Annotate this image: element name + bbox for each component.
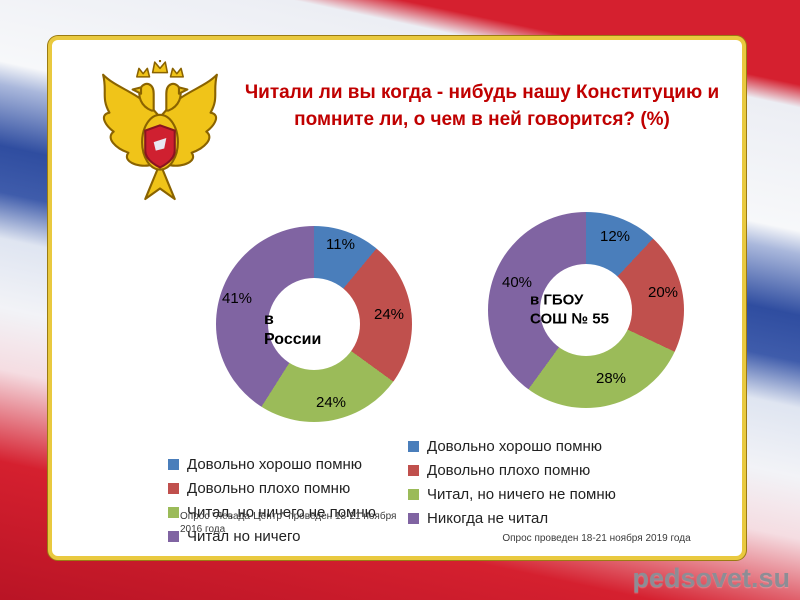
legend-russia: Довольно хорошо помню Довольно плохо пом… bbox=[168, 456, 438, 552]
legend-label: Никогда не читал bbox=[427, 510, 549, 527]
survey-note-school: Опрос проведен 18-21 ноября 2019 года bbox=[502, 533, 691, 544]
legend-label: Довольно хорошо помню bbox=[187, 456, 363, 473]
legend-item: Никогда не читал bbox=[408, 510, 698, 528]
legend-label: Довольно плохо помню bbox=[427, 462, 591, 479]
legend-school: Довольно хорошо помню Довольно плохо пом… bbox=[408, 438, 698, 534]
legend-label: Довольно плохо помню bbox=[187, 480, 351, 497]
slide-title: Читали ли вы когда - нибудь нашу Констит… bbox=[244, 82, 720, 130]
legend-label: Читал но ничего bbox=[187, 528, 301, 545]
legend-item: Читал, но ничего не помню bbox=[408, 486, 698, 504]
legend-swatch-green bbox=[408, 489, 419, 500]
legend-label: Читал, но ничего не помню bbox=[187, 504, 376, 521]
donut-chart-school: в ГБОУ СОШ № 55 12% 20% 28% 40% bbox=[488, 212, 684, 408]
legend-swatch-purple bbox=[168, 531, 179, 542]
slide: Читали ли вы когда - нибудь нашу Констит… bbox=[48, 36, 746, 560]
legend-item: Довольно хорошо помню bbox=[168, 456, 438, 474]
donut-school-value-label: 12% bbox=[600, 228, 631, 245]
legend-item: Довольно плохо помню bbox=[408, 462, 698, 480]
donut-russia-ring bbox=[216, 226, 412, 422]
donut-school-value-label: 20% bbox=[648, 284, 679, 301]
legend-swatch-red bbox=[168, 483, 179, 494]
legend-item: Читал, но ничего не помню bbox=[168, 504, 438, 522]
donut-chart-russia: в России 11% 24% 24% 41% bbox=[216, 226, 412, 422]
donut-school-value-label: 28% bbox=[596, 370, 627, 387]
donut-school-value-label: 40% bbox=[502, 274, 533, 291]
survey-note-levada: Опрос "Левада-Центр" проведен 18-21 нояб… bbox=[180, 511, 397, 535]
donut-russia-value-label: 24% bbox=[316, 394, 347, 411]
legend-swatch-blue bbox=[168, 459, 179, 470]
legend-swatch-purple bbox=[408, 513, 419, 524]
donut-school-center-label: в ГБОУ СОШ № 55 bbox=[530, 291, 609, 327]
legend-swatch-blue bbox=[408, 441, 419, 452]
russia-coat-of-arms-icon bbox=[102, 60, 218, 201]
legend-swatch-red bbox=[408, 465, 419, 476]
donut-russia-value-label: 24% bbox=[374, 306, 405, 323]
donut-school-ring bbox=[488, 212, 684, 408]
donut-russia-value-label: 11% bbox=[326, 236, 355, 253]
legend-item: Довольно плохо помню bbox=[168, 480, 438, 498]
donut-russia-center-label: в России bbox=[264, 311, 322, 348]
legend-swatch-green bbox=[168, 507, 179, 518]
donut-russia-value-label: 41% bbox=[222, 290, 253, 307]
legend-label: Довольно хорошо помню bbox=[427, 438, 603, 455]
legend-label: Читал, но ничего не помню bbox=[427, 486, 616, 503]
legend-item: Довольно хорошо помню bbox=[408, 438, 698, 456]
pedsovet-watermark: pedsovet.su bbox=[632, 563, 790, 593]
legend-item: Читал но ничего bbox=[168, 528, 438, 546]
